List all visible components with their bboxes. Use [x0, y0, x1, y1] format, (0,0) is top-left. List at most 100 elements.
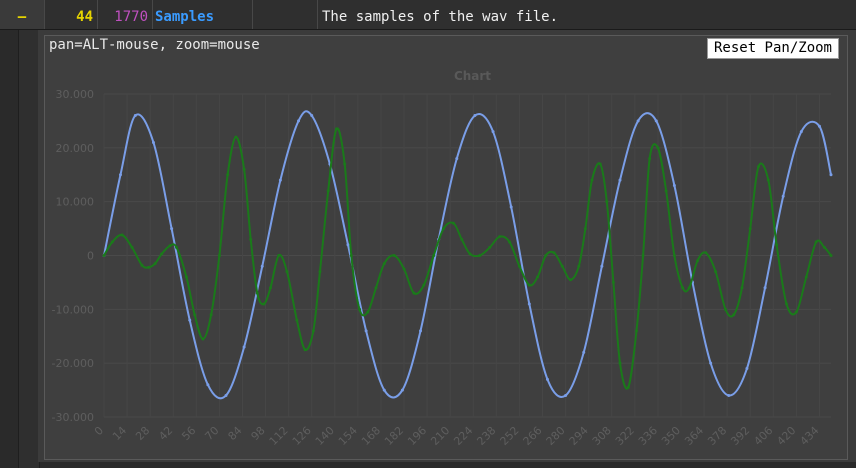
x-tick-label: 42: [156, 424, 175, 443]
series-2-point: [318, 270, 322, 274]
series-2-point: [402, 267, 406, 271]
x-tick-label: 56: [179, 424, 198, 443]
series-2-point: [193, 313, 197, 317]
series-2-point: [478, 254, 482, 257]
series-2-point: [343, 162, 347, 166]
x-tick-label: 308: [590, 424, 614, 448]
series-1-point: [364, 329, 368, 333]
series-2-point: [349, 254, 353, 257]
series-1-point: [799, 130, 803, 134]
series-2-point: [822, 245, 826, 249]
series-2-point: [184, 275, 188, 279]
series-2-point: [326, 189, 330, 193]
series-1-point: [600, 264, 604, 268]
series-2-point: [714, 270, 718, 274]
series-1-point: [636, 119, 640, 123]
series-2-point: [569, 278, 573, 282]
x-tick-label: 364: [682, 424, 706, 448]
series-2-point: [598, 162, 602, 166]
series-2-point: [664, 189, 668, 193]
series-2-point: [226, 173, 230, 177]
y-tick-label: -10.000: [52, 303, 94, 316]
series-2-point: [560, 264, 564, 268]
field-name[interactable]: Samples: [153, 0, 253, 29]
series-1-point: [260, 264, 264, 268]
series-1-point: [188, 318, 192, 322]
x-tick-label: 182: [382, 424, 406, 448]
series-1-point: [151, 140, 155, 144]
series-1-point: [224, 393, 228, 397]
series-1-point: [310, 114, 314, 118]
series-2-point: [366, 310, 370, 314]
series-1-point: [297, 119, 301, 123]
series-1-point: [781, 194, 785, 198]
collapse-toggle[interactable]: –: [0, 0, 45, 29]
series-2-point: [748, 227, 752, 231]
series-2-point: [334, 127, 338, 131]
series-1-point: [278, 178, 282, 182]
series-1-point: [564, 393, 568, 397]
y-tick-label: -30.000: [52, 411, 94, 424]
series-1-point: [745, 367, 749, 371]
x-tick-label: 266: [521, 424, 545, 448]
y-tick-label: -20.000: [52, 357, 94, 370]
y-tick-label: 0: [87, 250, 94, 263]
series-2-point: [784, 302, 788, 306]
x-tick-label: 140: [313, 424, 337, 448]
x-tick-label: 252: [498, 424, 522, 448]
series-2-point: [775, 243, 779, 247]
series-2-point: [794, 310, 798, 314]
series-2-point: [262, 302, 266, 306]
series-2-point: [451, 221, 455, 225]
series-2-point: [242, 167, 246, 171]
series-2-point: [672, 254, 676, 257]
x-tick-label: 378: [705, 424, 729, 448]
chart-title: Chart: [454, 69, 491, 83]
series-1-point: [618, 178, 622, 182]
series-2-point: [552, 251, 556, 255]
series-2-point: [201, 337, 205, 341]
series-2-point: [295, 318, 299, 322]
x-tick-label: 434: [798, 424, 822, 448]
series-2-point: [687, 286, 691, 290]
field-type-cell: [253, 0, 318, 29]
series-2-line: [103, 127, 832, 390]
series-1-point: [473, 114, 477, 118]
series-2-point: [695, 259, 699, 263]
series-2-point: [130, 245, 134, 249]
series-2-point: [277, 254, 281, 257]
series-1-line: [103, 110, 832, 400]
x-tick-label: 112: [267, 424, 291, 448]
series-1-point: [829, 173, 833, 177]
x-tick-label: 196: [405, 424, 429, 448]
series-2-point: [422, 283, 426, 287]
series-2-point: [432, 254, 436, 257]
x-tick-label: 392: [728, 424, 752, 448]
series-2-point: [110, 240, 114, 244]
series-2-point: [374, 286, 378, 290]
series-2-point: [498, 235, 502, 239]
series-2-point: [611, 280, 615, 284]
series-2-point: [468, 252, 472, 256]
reset-pan-zoom-button[interactable]: Reset Pan/Zoom: [707, 38, 839, 59]
x-tick-label: 350: [659, 424, 683, 448]
x-tick-label: 224: [451, 424, 475, 448]
series-2-point: [175, 245, 179, 249]
series-2-point: [590, 178, 594, 182]
x-tick-label: 28: [133, 424, 152, 443]
x-tick-label: 70: [202, 424, 221, 443]
series-2-point: [269, 286, 273, 290]
x-tick-label: 280: [544, 424, 568, 448]
series-2-point: [120, 233, 124, 237]
series-1-point: [242, 345, 246, 349]
series-2-point: [102, 254, 106, 257]
y-tick-label: 20.000: [56, 142, 95, 155]
series-2-point: [605, 200, 609, 204]
series-1-point: [817, 124, 821, 128]
series-1-point: [118, 173, 122, 177]
series-2-point: [517, 264, 521, 268]
series-2-point: [392, 254, 396, 257]
series-2-point: [160, 252, 164, 256]
series-2-point: [536, 275, 540, 279]
